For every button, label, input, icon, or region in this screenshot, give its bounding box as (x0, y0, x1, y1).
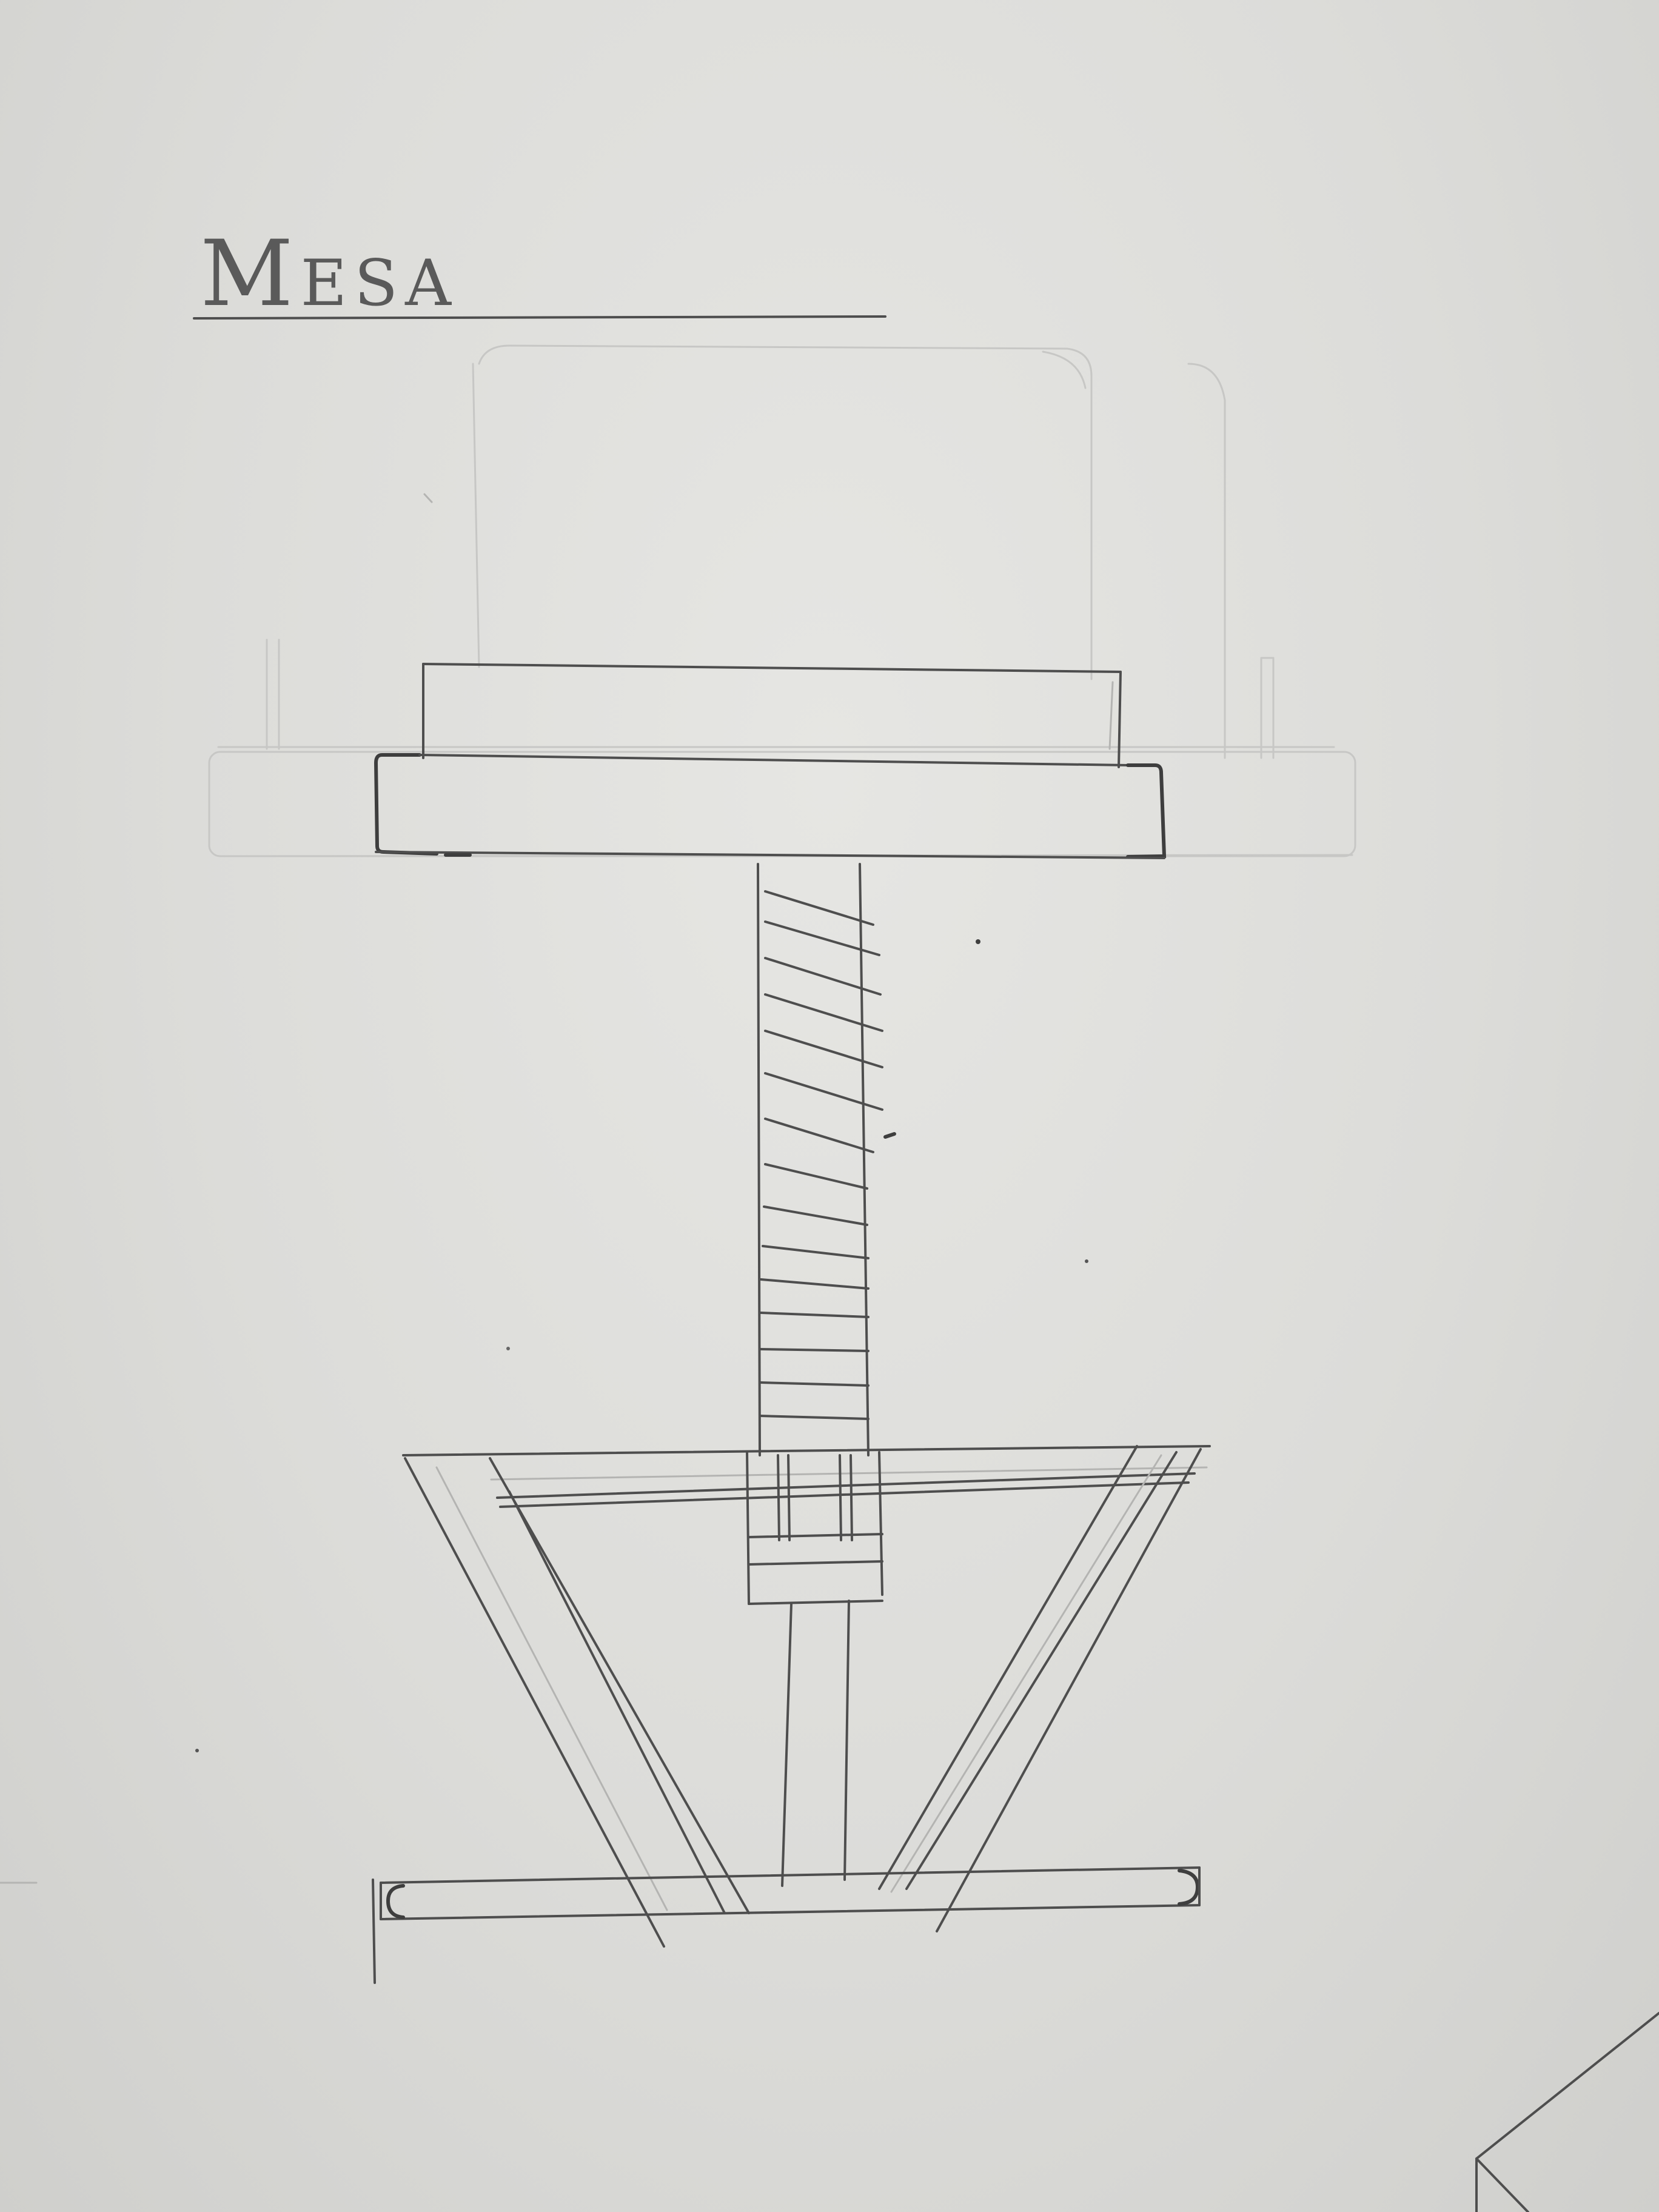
title-underline (193, 315, 886, 320)
right-diagonal-legs (878, 1445, 1202, 1932)
threaded-column (757, 863, 883, 1456)
stray-marks (0, 493, 1659, 2212)
lower-column (781, 1600, 850, 1887)
foot-bar (372, 1866, 1201, 1984)
erased-guides (208, 344, 1356, 857)
base-top-bar (402, 1445, 1211, 1508)
left-diagonal-legs (404, 1457, 750, 1948)
table-top-lower-slab (374, 753, 1167, 859)
table-top-upper-slab (422, 663, 1122, 768)
drawing-title: Mesa (200, 221, 458, 327)
column-coupling (746, 1451, 883, 1605)
